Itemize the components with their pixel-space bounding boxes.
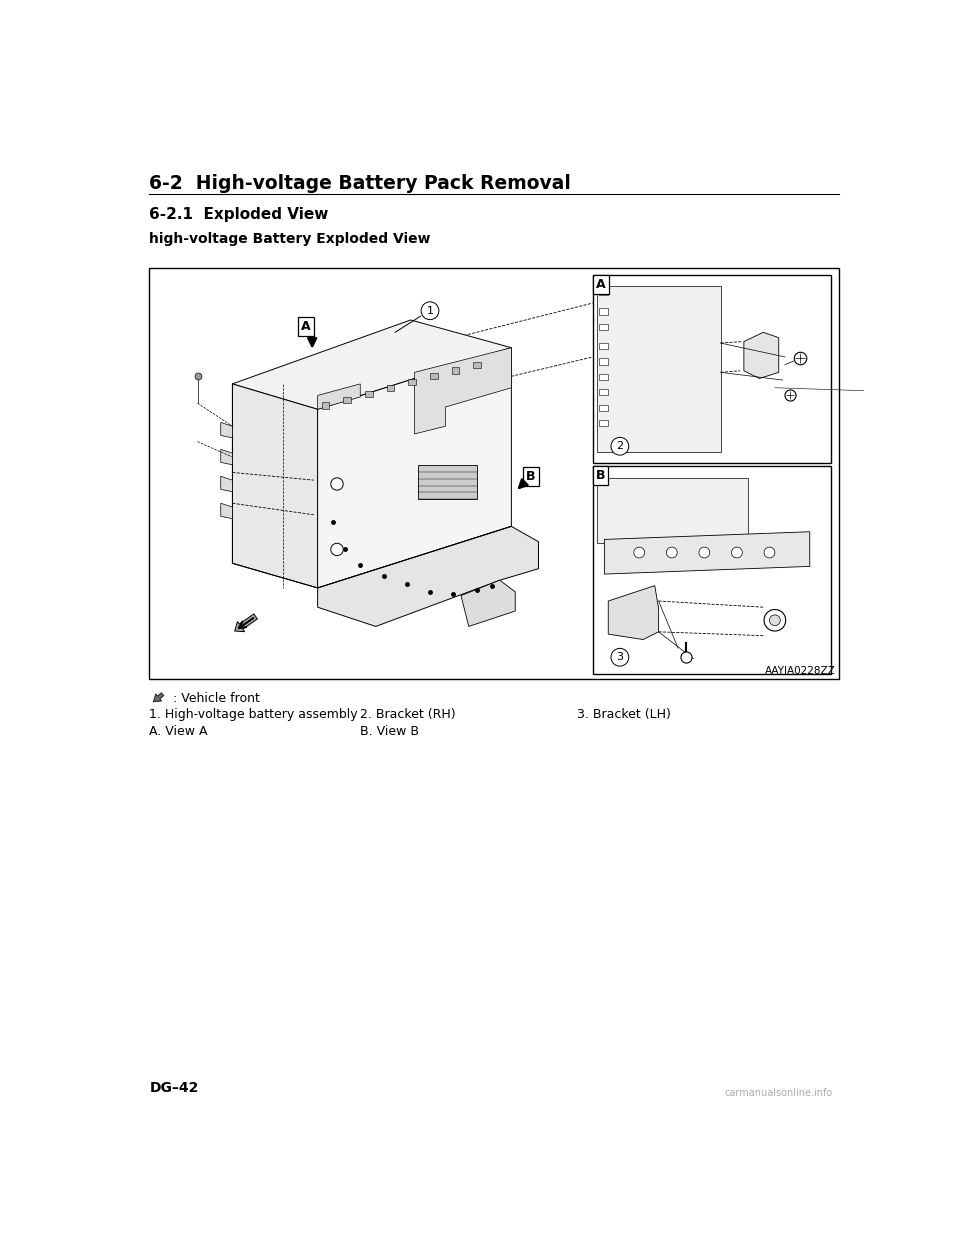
Polygon shape xyxy=(221,450,232,465)
Bar xyxy=(599,359,609,365)
Polygon shape xyxy=(744,333,779,379)
Text: A: A xyxy=(301,319,311,333)
Circle shape xyxy=(666,548,677,558)
Text: B: B xyxy=(526,469,536,483)
Bar xyxy=(452,368,460,374)
Text: 2. Bracket (RH): 2. Bracket (RH) xyxy=(360,708,456,722)
Polygon shape xyxy=(596,286,721,452)
Bar xyxy=(599,420,609,426)
Text: 1: 1 xyxy=(426,306,434,315)
Bar xyxy=(408,379,416,385)
Text: A: A xyxy=(596,278,606,291)
Text: 3: 3 xyxy=(616,652,623,662)
Text: B: B xyxy=(596,469,606,482)
Polygon shape xyxy=(461,580,516,626)
Bar xyxy=(599,374,609,380)
Polygon shape xyxy=(232,320,512,410)
FancyArrow shape xyxy=(154,693,164,702)
Circle shape xyxy=(331,543,344,555)
Bar xyxy=(599,405,609,411)
Text: B. View B: B. View B xyxy=(360,725,420,738)
Text: : Vehicle front: : Vehicle front xyxy=(173,692,259,705)
Bar xyxy=(387,385,395,391)
Text: 2: 2 xyxy=(616,441,623,451)
Text: 6-2.1  Exploded View: 6-2.1 Exploded View xyxy=(150,206,329,222)
FancyArrow shape xyxy=(234,614,257,632)
Polygon shape xyxy=(232,384,318,587)
Text: DG–42: DG–42 xyxy=(150,1081,199,1094)
Circle shape xyxy=(770,615,780,626)
Bar xyxy=(599,389,609,395)
Polygon shape xyxy=(596,478,748,543)
Text: 1. High-voltage battery assembly: 1. High-voltage battery assembly xyxy=(150,708,358,722)
Polygon shape xyxy=(318,527,539,626)
Polygon shape xyxy=(415,348,512,433)
Bar xyxy=(150,268,839,679)
Circle shape xyxy=(699,548,709,558)
Text: carmanualsonline.info: carmanualsonline.info xyxy=(725,1088,833,1098)
Text: 6-2  High-voltage Battery Pack Removal: 6-2 High-voltage Battery Pack Removal xyxy=(150,174,571,193)
Circle shape xyxy=(764,548,775,558)
Polygon shape xyxy=(221,503,232,519)
Circle shape xyxy=(634,548,645,558)
Bar xyxy=(599,343,609,349)
Bar xyxy=(365,391,372,397)
Bar xyxy=(592,274,831,463)
Polygon shape xyxy=(605,532,809,574)
Circle shape xyxy=(732,548,742,558)
Bar xyxy=(430,374,438,379)
Bar xyxy=(592,466,831,674)
Text: high-voltage Battery Exploded View: high-voltage Battery Exploded View xyxy=(150,232,431,246)
Bar xyxy=(473,361,481,368)
Polygon shape xyxy=(318,348,512,587)
Bar xyxy=(419,465,476,499)
Circle shape xyxy=(764,610,785,631)
Bar xyxy=(599,324,609,330)
Bar xyxy=(599,308,609,314)
Polygon shape xyxy=(318,384,360,410)
Bar xyxy=(599,289,609,296)
Bar xyxy=(344,396,351,402)
Bar xyxy=(322,402,329,409)
Text: A. View A: A. View A xyxy=(150,725,208,738)
Text: 3. Bracket (LH): 3. Bracket (LH) xyxy=(577,708,671,722)
Polygon shape xyxy=(609,586,659,640)
Polygon shape xyxy=(221,422,232,437)
Text: AAYIA0228ZZ: AAYIA0228ZZ xyxy=(764,666,835,676)
Polygon shape xyxy=(221,476,232,492)
Circle shape xyxy=(331,478,344,491)
